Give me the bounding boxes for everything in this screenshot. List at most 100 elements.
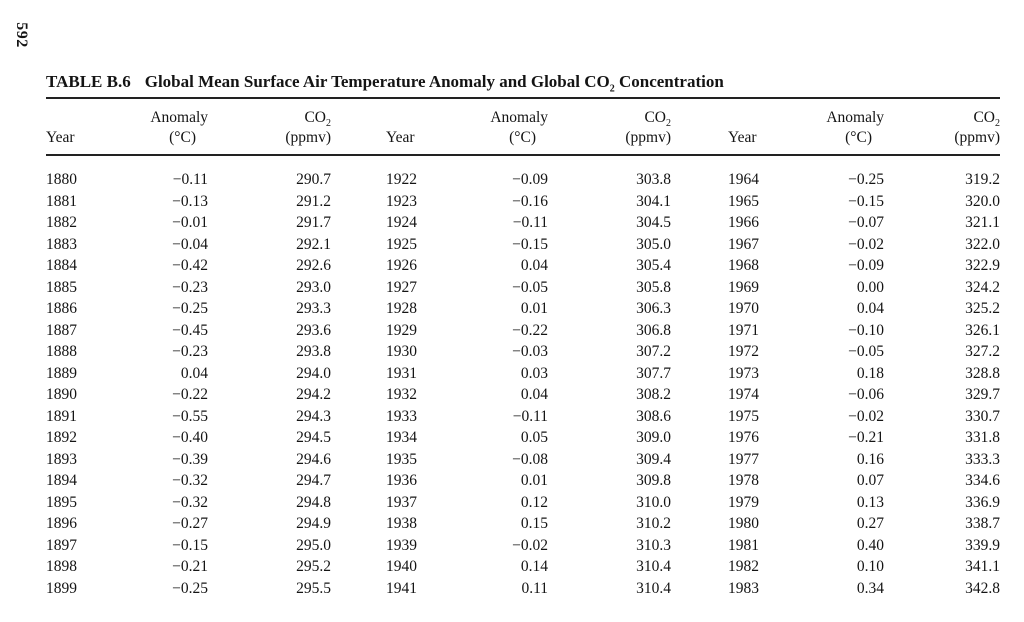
spacer-cell	[331, 384, 386, 406]
table-row: 1898 −0.21 295.2 1940 0.14 310.4 1982 0.10 341.1	[46, 556, 1000, 578]
year-cell: 1978	[728, 472, 759, 489]
table-title-text: Global Mean Surface Air Temperature Anom…	[144, 72, 724, 95]
year-cell: 1892	[46, 429, 77, 446]
spacer-cell	[671, 556, 728, 578]
year-cell: 1899	[46, 579, 77, 597]
spacer-cell	[671, 320, 728, 342]
co2-cell: 307.2	[636, 343, 671, 360]
co2-cell: 294.8	[296, 493, 331, 511]
year-cell: 1883	[46, 235, 77, 253]
spacer-cell	[331, 470, 386, 492]
spacer-cell	[671, 255, 728, 277]
year-header: Year	[386, 128, 442, 156]
anomaly-cell: −0.09	[512, 171, 548, 188]
table-row: 1892 −0.40 294.5 1934 0.05 309.0 1976 −0.21 331.…	[46, 427, 1000, 449]
table-row: 1891 −0.55 294.3 1933 −0.11 308.6 1975 −0.02 330…	[46, 406, 1000, 428]
spacer-cell	[331, 277, 386, 299]
year-cell: 1937	[386, 493, 417, 511]
spacer-cell	[728, 98, 784, 128]
year-cell: 1884	[46, 257, 77, 274]
year-cell: 1941	[386, 579, 417, 597]
year-header: Year	[728, 128, 784, 156]
spacer-cell	[331, 363, 386, 385]
year-cell: 1940	[386, 558, 417, 575]
table-row: 1890 −0.22 294.2 1932 0.04 308.2 1974 −0.06 329.…	[46, 384, 1000, 406]
anomaly-cell: −0.25	[172, 300, 208, 317]
spacer-cell	[331, 128, 386, 156]
anomaly-cell: −0.23	[172, 278, 208, 296]
year-cell: 1964	[728, 171, 759, 188]
co2-cell: 339.9	[965, 536, 1000, 554]
anomaly-cell: −0.02	[848, 407, 884, 425]
co2-cell: 294.6	[296, 450, 331, 468]
spacer-cell	[331, 492, 386, 514]
co2-cell: 291.7	[296, 214, 331, 231]
year-cell: 1898	[46, 558, 77, 575]
co2-cell: 334.6	[965, 472, 1000, 489]
anomaly-cell: 0.04	[180, 364, 208, 382]
co2-cell: 294.0	[296, 364, 331, 382]
spacer-cell	[331, 155, 386, 191]
year-cell: 1886	[46, 300, 77, 317]
anomaly-cell: 0.04	[520, 386, 548, 403]
co2-cell: 327.2	[965, 343, 1000, 360]
anomaly-cell: −0.32	[172, 472, 208, 489]
co2-cell: 309.8	[636, 472, 671, 489]
anomaly-cell: −0.45	[172, 321, 208, 339]
spacer-cell	[671, 155, 728, 191]
co2-cell: 304.5	[636, 214, 671, 231]
anomaly-cell: −0.16	[512, 192, 548, 210]
year-cell: 1969	[728, 278, 759, 296]
table-row: 1886 −0.25 293.3 1928 0.01 306.3 1970 0.04 325.2	[46, 298, 1000, 320]
data-table: Anomaly CO2 Anomaly CO2 Anomaly CO2 Year…	[46, 97, 1000, 599]
year-cell: 1897	[46, 536, 77, 554]
anomaly-cell: 0.34	[856, 579, 884, 597]
year-header: Year	[46, 128, 102, 156]
co2-cell: 293.8	[296, 343, 331, 360]
co2-cell: 342.8	[965, 579, 1000, 597]
table-row: 1887 −0.45 293.6 1929 −0.22 306.8 1971 −0.10 326…	[46, 320, 1000, 342]
co2-cell: 293.6	[296, 321, 331, 339]
anomaly-header: Anomaly	[150, 109, 208, 126]
year-cell: 1981	[728, 536, 759, 554]
co2-cell: 329.7	[965, 386, 1000, 403]
co2-cell: 292.1	[296, 235, 331, 253]
co2-cell: 304.1	[636, 192, 671, 210]
co2-cell: 293.3	[296, 300, 331, 317]
co2-cell: 306.3	[636, 300, 671, 317]
anomaly-cell: −0.07	[848, 214, 884, 231]
anomaly-cell: −0.05	[848, 343, 884, 360]
anomaly-header: Anomaly	[490, 109, 548, 126]
co2-cell: 310.4	[636, 558, 671, 575]
anomaly-cell: 0.27	[856, 515, 884, 532]
year-cell: 1929	[386, 321, 417, 339]
table-row: 1881 −0.13 291.2 1923 −0.16 304.1 1965 −0.15 320…	[46, 191, 1000, 213]
co2-cell: 336.9	[965, 493, 1000, 511]
co2-cell: 324.2	[965, 278, 1000, 296]
spacer-cell	[671, 384, 728, 406]
anomaly-cell: −0.08	[512, 450, 548, 468]
table-row: 1880 −0.11 290.7 1922 −0.09 303.8 1964 −0.25 319…	[46, 155, 1000, 191]
anomaly-unit-header: (°C)	[102, 128, 208, 156]
spacer-cell	[671, 535, 728, 557]
spacer-cell	[671, 234, 728, 256]
co2-cell: 295.5	[296, 579, 331, 597]
anomaly-cell: −0.01	[172, 214, 208, 231]
anomaly-cell: 0.05	[520, 429, 548, 446]
year-cell: 1975	[728, 407, 759, 425]
year-cell: 1894	[46, 472, 77, 489]
co2-cell: 331.8	[965, 429, 1000, 446]
anomaly-cell: −0.42	[172, 257, 208, 274]
year-cell: 1922	[386, 171, 417, 188]
co2-cell: 310.2	[636, 515, 671, 532]
anomaly-cell: −0.02	[848, 235, 884, 253]
spacer-cell	[46, 98, 102, 128]
co2-cell: 310.4	[636, 579, 671, 597]
header-row-units-top: Anomaly CO2 Anomaly CO2 Anomaly CO2	[46, 98, 1000, 129]
page-number: 592	[13, 22, 30, 48]
co2-cell: 310.0	[636, 493, 671, 511]
table-body: 1880 −0.11 290.7 1922 −0.09 303.8 1964 −0.25 319…	[46, 155, 1000, 599]
year-cell: 1967	[728, 235, 759, 253]
spacer-cell	[331, 449, 386, 471]
spacer-cell	[331, 341, 386, 363]
